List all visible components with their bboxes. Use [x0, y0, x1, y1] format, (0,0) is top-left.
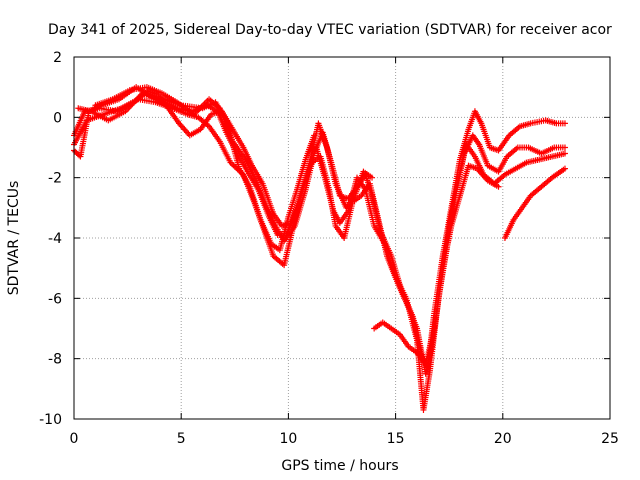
- y-tick-label: -8: [48, 352, 62, 368]
- x-tick-label: 0: [70, 431, 79, 447]
- series-5: [371, 162, 502, 368]
- chart-title: Day 341 of 2025, Sidereal Day-to-day VTE…: [48, 22, 612, 38]
- data-point: [311, 132, 318, 139]
- x-axis-label: GPS time / hours: [281, 458, 398, 474]
- y-tick-label: -4: [48, 231, 62, 247]
- series-7: [92, 84, 318, 254]
- x-tick-label: 5: [177, 431, 186, 447]
- x-tick-label: 10: [279, 431, 297, 447]
- data-point: [561, 165, 568, 172]
- tick-labels: 0 5 10 15 20 25 -10 -8 -6 -4 -2 0 2: [39, 50, 619, 447]
- y-tick-label: 0: [53, 110, 62, 126]
- axis-ticks: [73, 56, 611, 420]
- series-6: [501, 165, 568, 241]
- data-point: [561, 144, 568, 151]
- data-point: [561, 120, 568, 127]
- x-tick-label: 15: [387, 431, 405, 447]
- y-tick-label: 2: [53, 50, 62, 66]
- y-tick-label: -10: [39, 412, 62, 428]
- data-point: [369, 174, 376, 181]
- y-axis-label: SDTVAR / TECUs: [6, 181, 22, 296]
- data-point: [561, 150, 568, 157]
- y-tick-label: -6: [48, 291, 62, 307]
- data-point: [495, 183, 502, 190]
- x-tick-label: 25: [601, 431, 619, 447]
- series-4: [71, 84, 376, 229]
- data-points: [71, 84, 568, 413]
- y-tick-label: -2: [48, 171, 62, 187]
- x-tick-label: 20: [494, 431, 512, 447]
